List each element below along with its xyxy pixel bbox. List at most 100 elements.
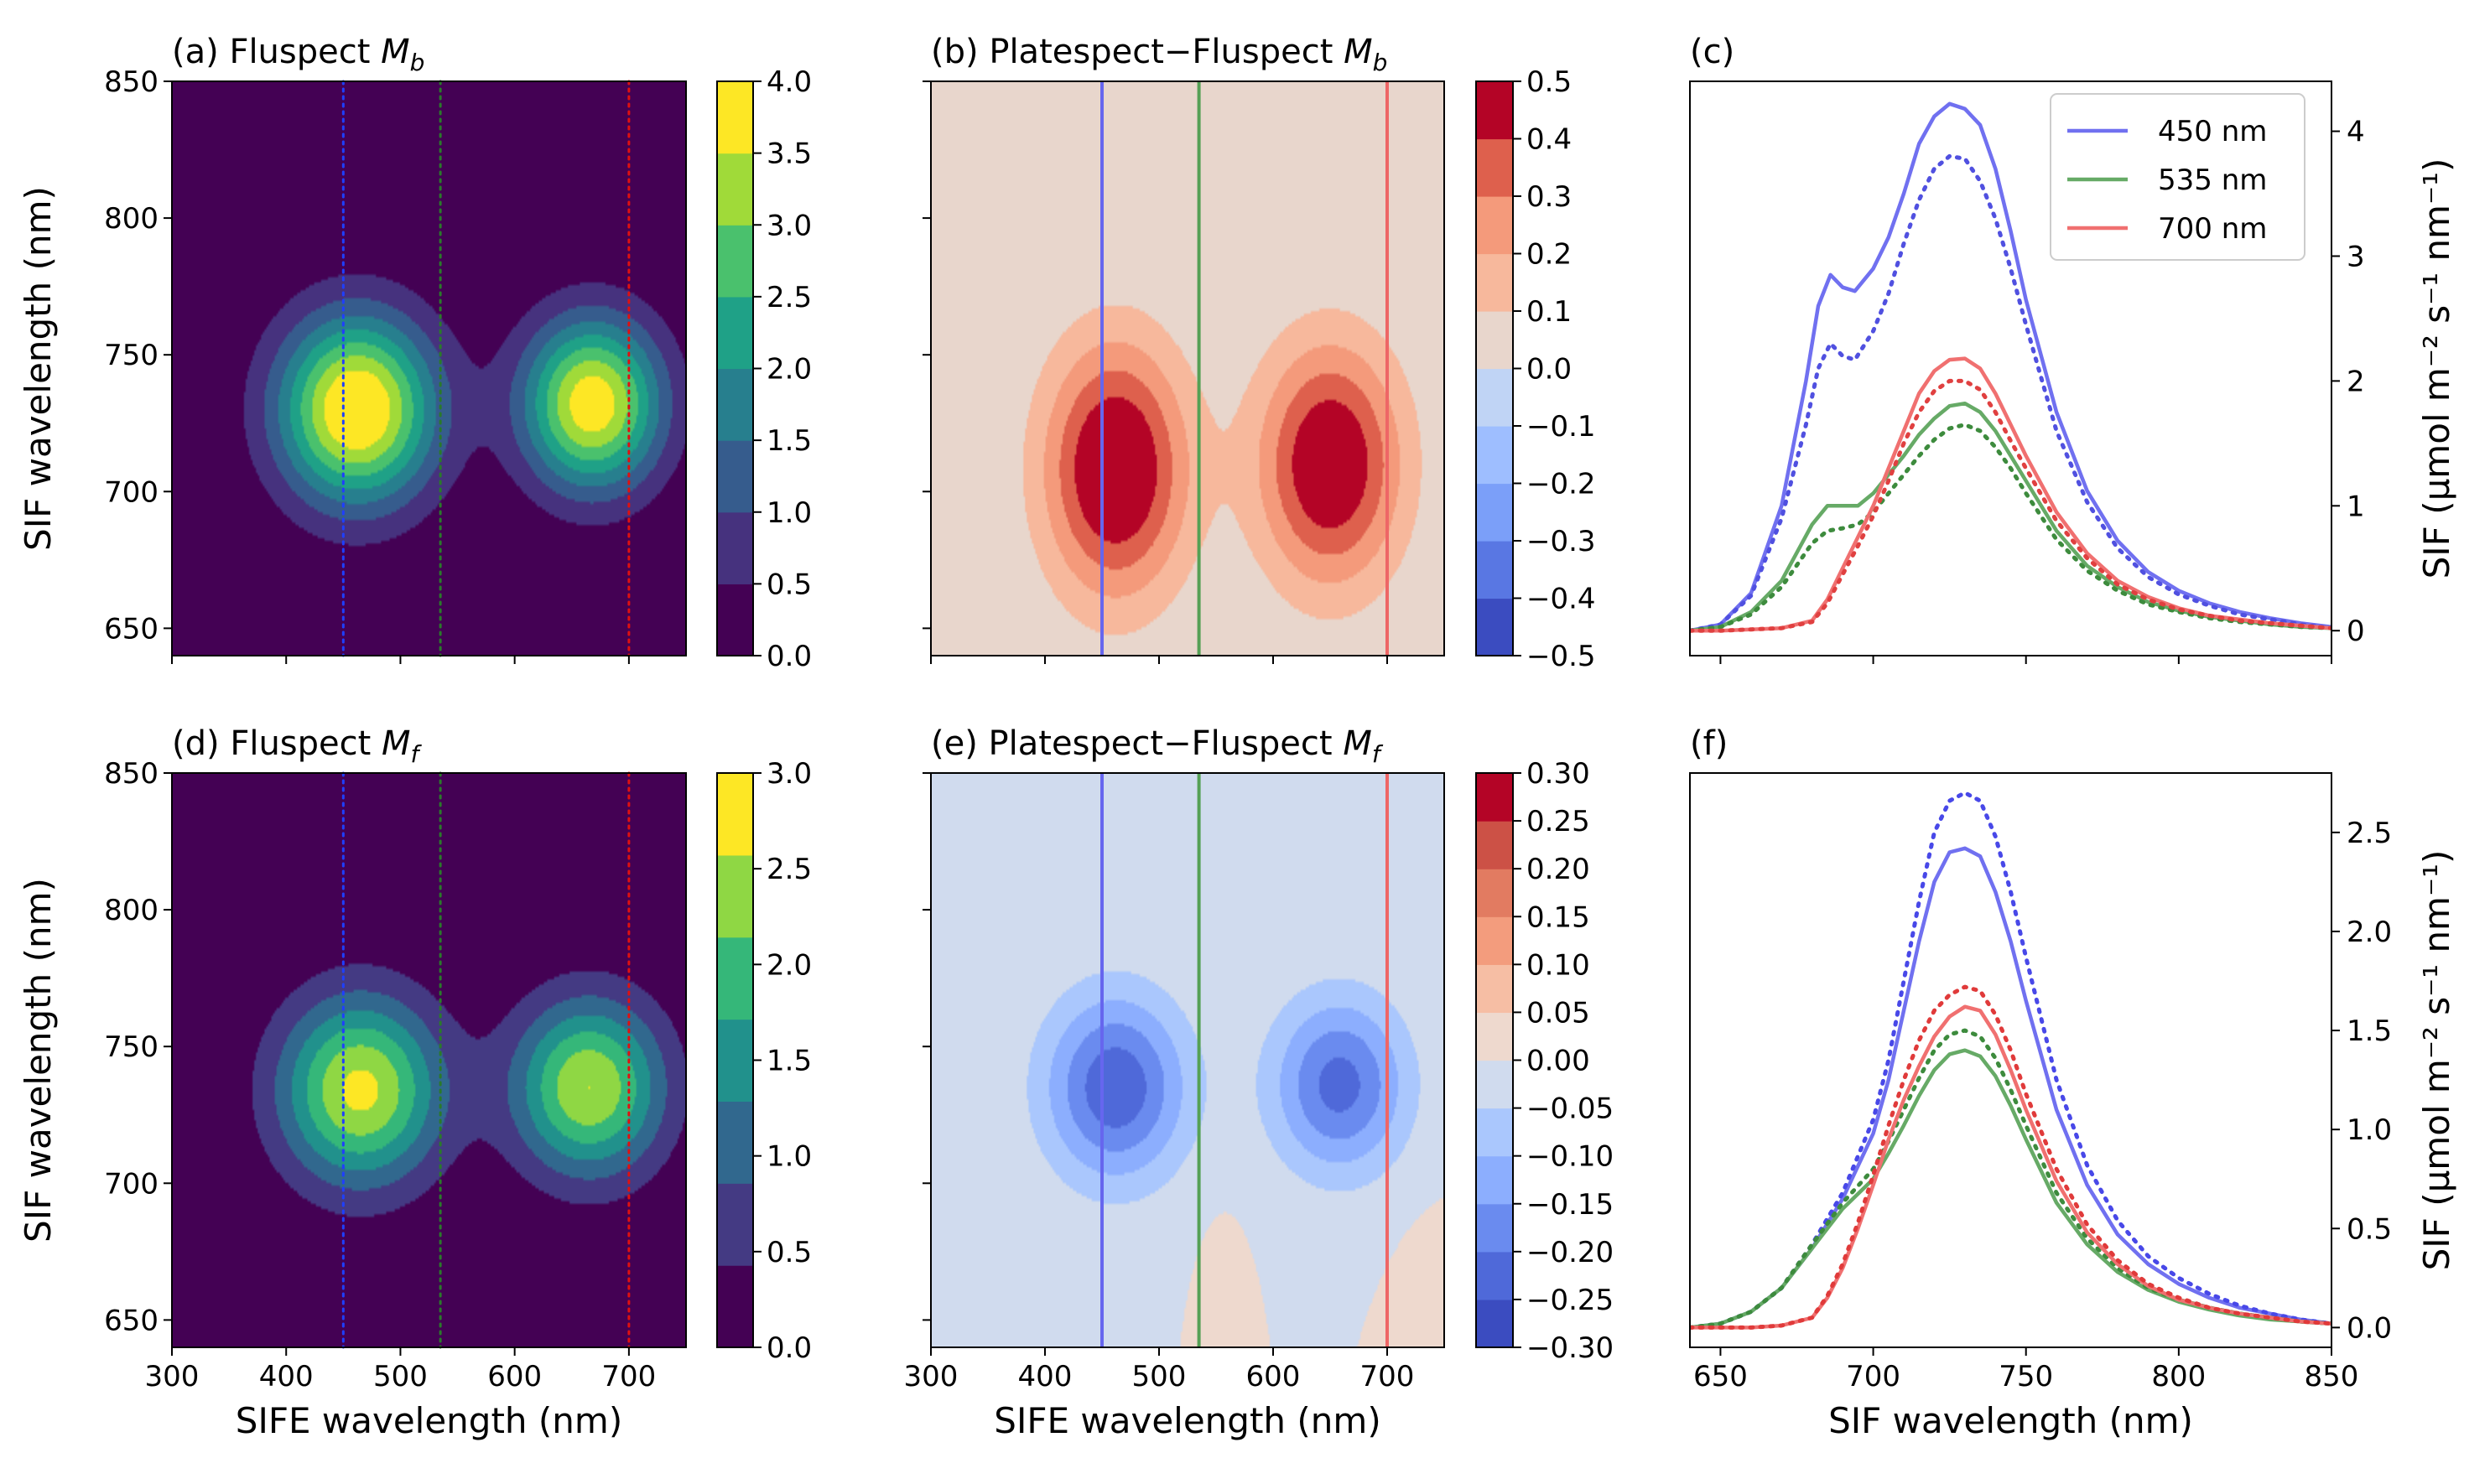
colorbar-segment bbox=[1476, 368, 1513, 427]
colorbar-segment bbox=[717, 773, 753, 856]
plot-frame bbox=[1689, 80, 2332, 656]
colorbar-tick-label: −0.25 bbox=[1526, 1284, 1614, 1317]
colorbar-segment bbox=[717, 511, 753, 584]
y-tick-label: 650 bbox=[104, 612, 159, 646]
colorbar-tick-label: −0.10 bbox=[1526, 1140, 1614, 1174]
colorbar-segment bbox=[1476, 1108, 1513, 1157]
x-tick-label: 700 bbox=[601, 1360, 656, 1393]
colorbar-segment bbox=[1476, 1299, 1513, 1348]
y-tick-label: 4 bbox=[2347, 116, 2365, 149]
panel-title: (c) bbox=[1690, 33, 1734, 71]
colorbar-segment bbox=[1476, 81, 1513, 140]
colorbar-tick-label: 1.5 bbox=[767, 424, 812, 458]
x-tick-label: 700 bbox=[1360, 1360, 1415, 1393]
colorbar-tick-label: 4.0 bbox=[767, 65, 812, 99]
y-tick-label: 650 bbox=[104, 1304, 159, 1337]
colorbar-segment bbox=[1476, 821, 1513, 869]
colorbar-tick-label: 0.4 bbox=[1526, 123, 1572, 157]
colorbar-segment bbox=[717, 854, 753, 938]
panel-b: (b) Platespect−Fluspect Mb−0.5−0.4−0.3−0… bbox=[923, 33, 1596, 673]
y-tick-label: 0.0 bbox=[2347, 1311, 2392, 1345]
x-tick-label: 800 bbox=[2151, 1360, 2206, 1393]
y-axis-label: SIF (μmol m⁻² s⁻¹ nm⁻¹) bbox=[2416, 850, 2457, 1271]
colorbar-segment bbox=[717, 81, 753, 154]
colorbar-tick-label: 2.5 bbox=[767, 853, 812, 886]
y-tick-label: 1 bbox=[2347, 490, 2365, 523]
colorbar-segment bbox=[1476, 253, 1513, 312]
y-tick-label: 850 bbox=[104, 65, 159, 99]
colorbar-segment bbox=[717, 153, 753, 226]
x-tick-label: 500 bbox=[373, 1360, 428, 1393]
x-tick-label: 600 bbox=[487, 1360, 542, 1393]
panel-title-variable: M bbox=[381, 33, 410, 71]
colorbar-tick-label: 2.0 bbox=[767, 948, 812, 982]
colorbar-tick-label: −0.15 bbox=[1526, 1188, 1614, 1222]
panel-title-variable: M bbox=[1343, 724, 1372, 763]
colorbar-segment bbox=[1476, 311, 1513, 370]
colorbar-segment bbox=[717, 1265, 753, 1348]
panel-title: (d) Fluspect Mf bbox=[172, 724, 423, 768]
plot-frame bbox=[930, 772, 1445, 1348]
x-tick-label: 750 bbox=[1999, 1360, 2053, 1393]
colorbar-segment bbox=[717, 225, 753, 298]
x-tick-label: 700 bbox=[1846, 1360, 1900, 1393]
figure-root: 650 700 750 800 850 (a) Fluspect Mb SIF wavele… bbox=[18, 33, 2457, 1441]
y-tick-label: 750 bbox=[104, 339, 159, 372]
y-tick-label: 800 bbox=[104, 894, 159, 927]
panel-f: 650 700 750 800 850 0.0 0.5 1.0 1.5 2.0 2.5 (f) SIF … bbox=[1689, 724, 2457, 1441]
colorbar-segment bbox=[717, 1101, 753, 1184]
colorbar-tick-label: −0.2 bbox=[1526, 468, 1596, 501]
colorbar-segment bbox=[1476, 598, 1513, 656]
colorbar-segment bbox=[717, 296, 753, 370]
colorbar-tick-label: 3.0 bbox=[767, 757, 812, 791]
y-tick-label: 3 bbox=[2347, 240, 2365, 273]
panel-title: (e) Platespect−Fluspect Mf bbox=[931, 724, 1384, 768]
colorbar-segment bbox=[1476, 869, 1513, 917]
y-tick-label: 750 bbox=[104, 1030, 159, 1064]
colorbar-tick-label: 0.1 bbox=[1526, 295, 1572, 329]
y-tick-label: 700 bbox=[104, 1167, 159, 1201]
y-tick-label: 800 bbox=[104, 202, 159, 236]
colorbar-tick-label: −0.1 bbox=[1526, 410, 1596, 444]
colorbar-segment bbox=[1476, 138, 1513, 197]
x-axis-label: SIFE wavelength (nm) bbox=[994, 1400, 1380, 1441]
colorbar-tick-label: 0.5 bbox=[767, 568, 812, 601]
heatmap-field bbox=[931, 773, 1444, 1347]
x-tick-label: 500 bbox=[1132, 1360, 1187, 1393]
colorbar: 0.0 0.5 1.0 1.5 2.0 2.5 3.0 bbox=[716, 757, 812, 1365]
colorbar-segment bbox=[1476, 1155, 1513, 1205]
panel-title-text: (a) Fluspect bbox=[172, 33, 381, 71]
colorbar-segment bbox=[717, 584, 753, 656]
x-tick-label: 400 bbox=[1018, 1360, 1073, 1393]
colorbar-tick-label: 1.5 bbox=[767, 1045, 812, 1078]
panel-c: 0 1 2 3 4 (c) SIF (μmol m⁻² s⁻¹ nm⁻¹) 450 nm 535… bbox=[1689, 33, 2457, 664]
panel-e: 300 400 500 600 700 (e) Platespect−Fluspect M… bbox=[904, 724, 1614, 1441]
plot-frame bbox=[171, 80, 687, 656]
series-group bbox=[1690, 791, 2331, 1330]
series-line-450-nm-dotted bbox=[1690, 791, 2331, 1330]
y-tick-label: 0.5 bbox=[2347, 1212, 2392, 1246]
colorbar-segment bbox=[1476, 426, 1513, 485]
panel-d: 300 400 500 600 700 650 700 750 800 850 (d) Fluspe… bbox=[18, 724, 812, 1441]
x-tick-label: 650 bbox=[1693, 1360, 1748, 1393]
legend-label: 450 nm bbox=[2158, 115, 2267, 148]
panel-title-subscript: b bbox=[410, 49, 425, 76]
series-line-535-nm-solid bbox=[1690, 1048, 2331, 1330]
x-tick-label: 850 bbox=[2305, 1360, 2359, 1393]
colorbar-segment bbox=[1476, 964, 1513, 1014]
series-line-700-nm-dotted bbox=[1690, 378, 2331, 633]
colorbar-tick-label: 0.3 bbox=[1526, 180, 1572, 214]
colorbar-segment bbox=[717, 440, 753, 513]
panel-title-variable: M bbox=[382, 724, 411, 763]
colorbar-tick-label: −0.20 bbox=[1526, 1236, 1614, 1269]
heatmap-field bbox=[931, 81, 1444, 656]
colorbar: 0.0 0.5 1.0 1.5 2.0 2.5 3.0 3.5 4.0 bbox=[716, 65, 812, 673]
panel-title-subscript: b bbox=[1373, 49, 1388, 76]
colorbar-segment bbox=[1476, 1203, 1513, 1253]
panel-title-variable: M bbox=[1344, 33, 1373, 71]
series-line-450-nm-solid bbox=[1690, 101, 2331, 633]
y-tick-label: 1.5 bbox=[2347, 1014, 2392, 1048]
colorbar-segment bbox=[1476, 483, 1513, 542]
panel-title-text: (c) bbox=[1690, 33, 1734, 71]
series-line-700-nm-dotted bbox=[1690, 984, 2331, 1330]
